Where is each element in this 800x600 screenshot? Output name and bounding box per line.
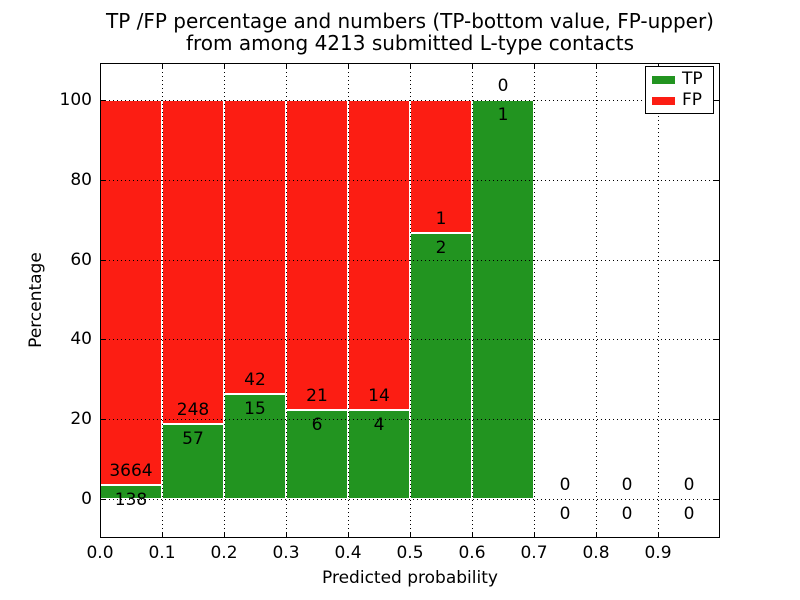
y-tick-right-40 (714, 339, 719, 341)
bar-tp-4 (348, 410, 410, 499)
y-tick-left-100 (101, 100, 106, 101)
tp-count-label-5: 2 (435, 238, 447, 258)
tp-count-label-7: 0 (559, 504, 571, 524)
x-tick-bottom-0.7 (534, 532, 535, 537)
x-tick-label-0.1: 0.1 (148, 543, 176, 563)
fp-count-label-6: 0 (497, 76, 509, 96)
x-tick-top-0.4 (348, 64, 349, 69)
x-tick-top-0.2 (224, 64, 225, 69)
x-tick-bottom-0.8 (596, 532, 597, 537)
x-tick-label-0.4: 0.4 (334, 543, 362, 563)
x-tick-label-0.5: 0.5 (396, 543, 424, 563)
x-tick-top-0.0 (100, 64, 101, 69)
legend-box: TP FP (645, 66, 714, 114)
bar-fp-3 (286, 100, 348, 411)
bar-tp-6 (472, 100, 534, 499)
x-tick-bottom-0.2 (224, 532, 225, 537)
fp-count-label-4: 14 (368, 386, 390, 407)
x-tick-label-0.8: 0.8 (582, 543, 610, 563)
y-axis-label: Percentage (26, 252, 46, 348)
y-tick-left-40 (101, 339, 106, 341)
chart-title-line2: from among 4213 submitted L-type contact… (185, 31, 635, 55)
y-tick-right-100 (714, 100, 719, 101)
chart-title: TP /FP percentage and numbers (TP-bottom… (100, 10, 720, 54)
y-tick-label-20: 20 (70, 409, 92, 430)
fp-count-label-5: 1 (435, 209, 447, 229)
tp-count-label-2: 15 (244, 399, 266, 419)
fp-legend-swatch-icon (652, 96, 675, 105)
x-gridline-0.5 (410, 64, 411, 537)
x-tick-bottom-0.4 (348, 532, 349, 537)
tp-count-label-4: 4 (373, 415, 385, 436)
y-tick-label-0: 0 (81, 489, 92, 509)
x-tick-top-0.8 (596, 64, 597, 69)
x-tick-bottom-0.1 (162, 532, 163, 537)
legend-entry-fp: FP (652, 90, 707, 111)
x-tick-top-0.6 (472, 64, 473, 69)
x-tick-label-0.9: 0.9 (644, 543, 672, 563)
tp-count-label-6: 1 (497, 105, 509, 125)
x-tick-bottom-0.0 (100, 532, 101, 537)
fp-count-label-8: 0 (621, 475, 633, 495)
x-gridline-0.3 (286, 64, 287, 537)
y-tick-left-20 (101, 419, 106, 421)
tp-count-label-3: 6 (311, 415, 323, 436)
tp-legend-label: TP (682, 69, 703, 89)
x-gridline-0.1 (162, 64, 163, 537)
y-tick-right-60 (714, 259, 719, 261)
x-tick-top-0.7 (534, 64, 535, 69)
x-gridline-0.6 (472, 64, 473, 537)
x-gridline-0.2 (224, 64, 225, 537)
fp-count-label-9: 0 (683, 475, 695, 495)
y-tick-right-0 (714, 499, 719, 500)
x-tick-label-0.0: 0.0 (86, 543, 114, 563)
bar-tp-5 (410, 233, 472, 499)
bar-fp-1 (162, 100, 224, 425)
x-gridline-0.7 (534, 64, 535, 537)
fp-count-label-0: 3664 (109, 460, 153, 481)
bar-fp-2 (224, 100, 286, 394)
y-tick-label-60: 60 (70, 249, 92, 270)
x-tick-top-0.5 (410, 64, 411, 69)
x-tick-bottom-0.3 (286, 532, 287, 537)
tp-count-label-9: 0 (683, 504, 695, 524)
x-tick-top-0.3 (286, 64, 287, 69)
x-tick-bottom-0.9 (658, 532, 659, 537)
x-tick-label-0.3: 0.3 (272, 543, 300, 563)
y-tick-label-40: 40 (70, 329, 92, 350)
tp-count-label-8: 0 (621, 504, 633, 524)
x-tick-label-0.7: 0.7 (520, 543, 548, 563)
x-axis-label: Predicted probability (322, 568, 498, 588)
y-tick-right-20 (714, 419, 719, 421)
bar-tp-3 (286, 410, 348, 499)
x-gridline-0.4 (348, 64, 349, 537)
y-tick-label-80: 80 (70, 169, 92, 190)
fp-count-label-2: 42 (244, 370, 266, 390)
x-tick-bottom-0.5 (410, 532, 411, 537)
x-tick-label-0.6: 0.6 (458, 543, 486, 563)
legend-entry-tp: TP (652, 69, 707, 90)
y-tick-label-100: 100 (59, 90, 92, 110)
bar-fp-0 (100, 100, 162, 485)
x-gridline-0.8 (596, 64, 597, 537)
y-tick-left-80 (101, 179, 106, 181)
y-tick-right-80 (714, 179, 719, 181)
tp-legend-swatch-icon (652, 75, 675, 84)
y-tick-left-60 (101, 259, 106, 261)
y-tick-left-0 (101, 499, 106, 500)
fp-count-label-3: 21 (306, 386, 328, 407)
tp-count-label-0: 138 (114, 489, 148, 510)
tp-count-label-1: 57 (182, 429, 204, 450)
chart-title-line1: TP /FP percentage and numbers (TP-bottom… (106, 9, 714, 33)
x-tick-label-0.2: 0.2 (210, 543, 238, 563)
fp-count-label-1: 248 (176, 400, 210, 421)
x-gridline-0.9 (658, 64, 659, 537)
fp-count-label-7: 0 (559, 475, 571, 495)
bar-fp-5 (410, 100, 472, 233)
x-tick-bottom-0.6 (472, 532, 473, 537)
x-tick-top-0.1 (162, 64, 163, 69)
fp-legend-label: FP (682, 90, 703, 110)
